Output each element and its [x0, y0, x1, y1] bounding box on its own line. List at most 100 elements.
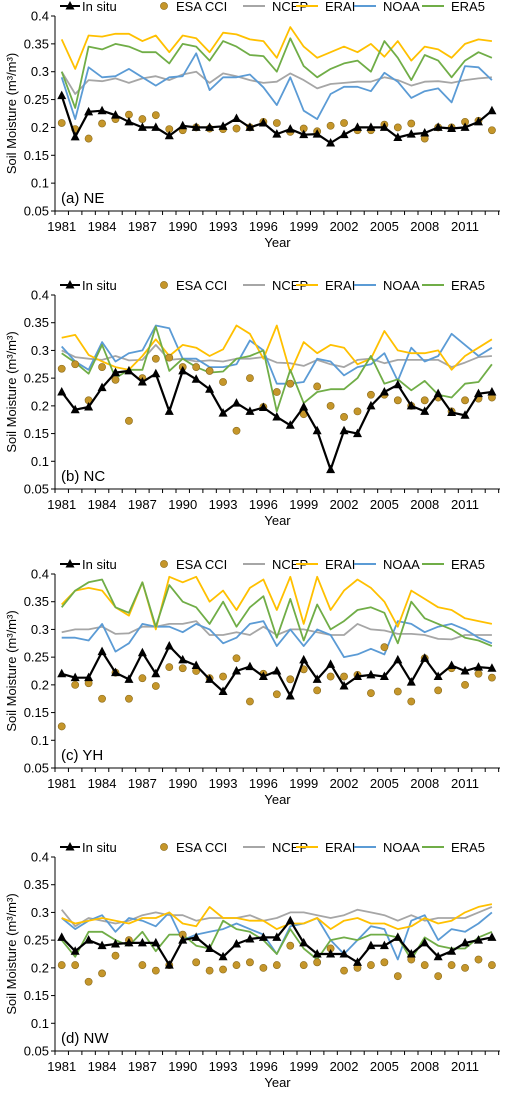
data-point: [393, 654, 403, 664]
data-point: [110, 667, 120, 677]
data-point: [433, 671, 443, 681]
data-point: [218, 408, 228, 417]
data-point: [285, 690, 295, 700]
series-line: [61, 903, 493, 930]
x-tick-label: 1984: [88, 219, 117, 234]
chart-panel: 0.05 0.1 0.15 0.2 0.25 0.3 0.35 0.4 1981 1984 1987…: [4, 0, 500, 250]
legend-item: NCEP: [243, 840, 308, 855]
data-point: [84, 977, 93, 986]
y-tick-label: 0.2: [31, 120, 49, 135]
data-point: [165, 663, 174, 672]
x-tick-label: 2011: [451, 497, 479, 512]
legend-marker: [65, 1, 75, 10]
y-tick-label: 0.35: [24, 877, 49, 892]
data-point: [191, 660, 201, 669]
data-point: [205, 943, 215, 952]
x-tick-label: 1996: [249, 776, 278, 791]
series-in-situ: [57, 90, 497, 147]
y-tick-label: 0.35: [24, 36, 49, 51]
data-point: [178, 120, 188, 130]
y-tick-label: 0.1: [31, 733, 49, 748]
data-point: [231, 398, 241, 407]
data-point: [98, 694, 106, 703]
data-point: [447, 123, 457, 133]
data-point: [340, 119, 348, 127]
data-point: [460, 410, 470, 419]
legend-label: ERAI: [325, 0, 355, 14]
data-point: [420, 937, 430, 947]
y-axis-title: Soil Moisture (m³/m³): [4, 331, 19, 452]
data-point: [151, 354, 160, 363]
data-point: [71, 961, 80, 969]
data-point: [259, 963, 268, 972]
data-point: [393, 123, 402, 132]
data-point: [393, 132, 403, 141]
data-point: [487, 387, 497, 396]
legend-marker: [65, 842, 75, 851]
data-point: [286, 379, 295, 388]
data-point: [218, 686, 228, 696]
legend-marker: [160, 843, 168, 851]
data-point: [71, 680, 80, 689]
data-point: [97, 646, 107, 656]
data-point: [420, 406, 430, 415]
x-tick-label: 1984: [88, 497, 117, 512]
data-point: [313, 686, 322, 695]
data-point: [407, 119, 416, 128]
data-point: [434, 686, 443, 695]
data-point: [340, 672, 348, 681]
data-point: [70, 131, 80, 141]
legend-item: In situ: [60, 278, 117, 293]
chart-panel: 0.05 0.1 0.15 0.2 0.25 0.3 0.35 0.4 1981 1984 1987…: [4, 278, 500, 528]
data-point: [98, 119, 106, 128]
data-point: [151, 368, 161, 378]
x-tick-label: 1993: [209, 219, 238, 234]
data-point: [406, 949, 416, 958]
legend-item: ERA5: [422, 840, 485, 855]
x-tick-label: 1981: [47, 219, 76, 234]
legend-label: ERAI: [325, 557, 355, 572]
data-point: [285, 124, 295, 133]
data-point: [379, 671, 389, 681]
y-tick-label: 0.15: [24, 705, 49, 720]
legend: In situ ESA CCI NCEP ERAI NOAA ERA5: [60, 0, 485, 14]
series-esa-cci: [57, 353, 496, 435]
data-point: [245, 661, 255, 671]
data-point: [219, 672, 227, 681]
legend-item: NCEP: [243, 278, 308, 293]
series-ncep: [61, 343, 492, 369]
data-point: [393, 972, 402, 981]
data-point: [151, 682, 160, 690]
y-tick-label: 0.05: [24, 1044, 49, 1059]
series-noaa: [61, 324, 493, 385]
data-point: [191, 122, 201, 131]
data-point: [272, 388, 281, 396]
data-point: [339, 425, 349, 435]
data-point: [406, 677, 416, 686]
data-point: [352, 428, 362, 438]
y-tick-label: 0.25: [24, 650, 49, 665]
legend-label: ESA CCI: [176, 0, 227, 14]
data-point: [110, 110, 120, 119]
data-point: [312, 425, 322, 435]
data-point: [205, 674, 215, 683]
data-point: [178, 654, 188, 664]
data-point: [232, 654, 241, 663]
x-tick-label: 2008: [410, 497, 439, 512]
legend-label: NOAA: [383, 557, 420, 572]
y-tick-label: 0.05: [24, 482, 49, 497]
legend-item: NCEP: [243, 557, 308, 572]
series-in-situ: [57, 915, 497, 969]
data-point: [406, 129, 416, 138]
data-point: [84, 106, 94, 116]
series-erai: [61, 575, 493, 631]
data-point: [447, 660, 457, 669]
data-point: [70, 404, 80, 414]
y-tick-label: 0.05: [24, 204, 49, 219]
data-point: [272, 932, 282, 941]
data-point: [272, 961, 281, 969]
legend-label: ESA CCI: [176, 840, 227, 855]
data-point: [339, 680, 349, 690]
data-point: [407, 697, 416, 706]
legend-label: NOAA: [383, 840, 420, 855]
